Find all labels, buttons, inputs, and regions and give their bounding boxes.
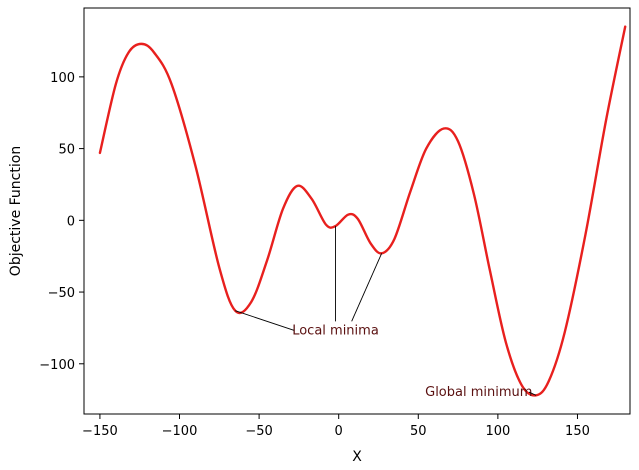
y-axis-label: Objective Function [8, 146, 24, 276]
x-tick-label: −50 [245, 424, 272, 439]
series-group [98, 25, 627, 397]
y-tick-label: 100 [50, 71, 75, 86]
x-tick-label: 50 [410, 424, 427, 439]
y-tick-label: 50 [58, 143, 75, 158]
annotation-pointer-line [235, 310, 295, 331]
x-tick-label: 100 [485, 424, 510, 439]
x-tick-label: −150 [82, 424, 118, 439]
annotation-pointer-line [351, 253, 383, 322]
plot-area-frame [83, 7, 631, 415]
x-axis: −150 −100 −50 0 50 100 150 [82, 414, 590, 439]
annotations-group: Local minima Global minimum [235, 226, 537, 400]
x-tick-label: 0 [335, 424, 343, 439]
y-axis: −100 −50 0 50 100 [39, 71, 84, 373]
y-tick-label: −100 [39, 358, 75, 373]
x-tick-label: 150 [565, 424, 590, 439]
y-tick-label: 0 [67, 214, 75, 229]
x-tick-label: −100 [162, 424, 198, 439]
local-minima-annotation: Local minima [292, 323, 379, 338]
x-axis-label: X [352, 449, 362, 465]
objective-function-line [98, 25, 627, 397]
y-tick-label: −50 [48, 286, 75, 301]
annotation-pointer-line [528, 391, 537, 396]
global-minimum-annotation: Global minimum [425, 385, 532, 400]
